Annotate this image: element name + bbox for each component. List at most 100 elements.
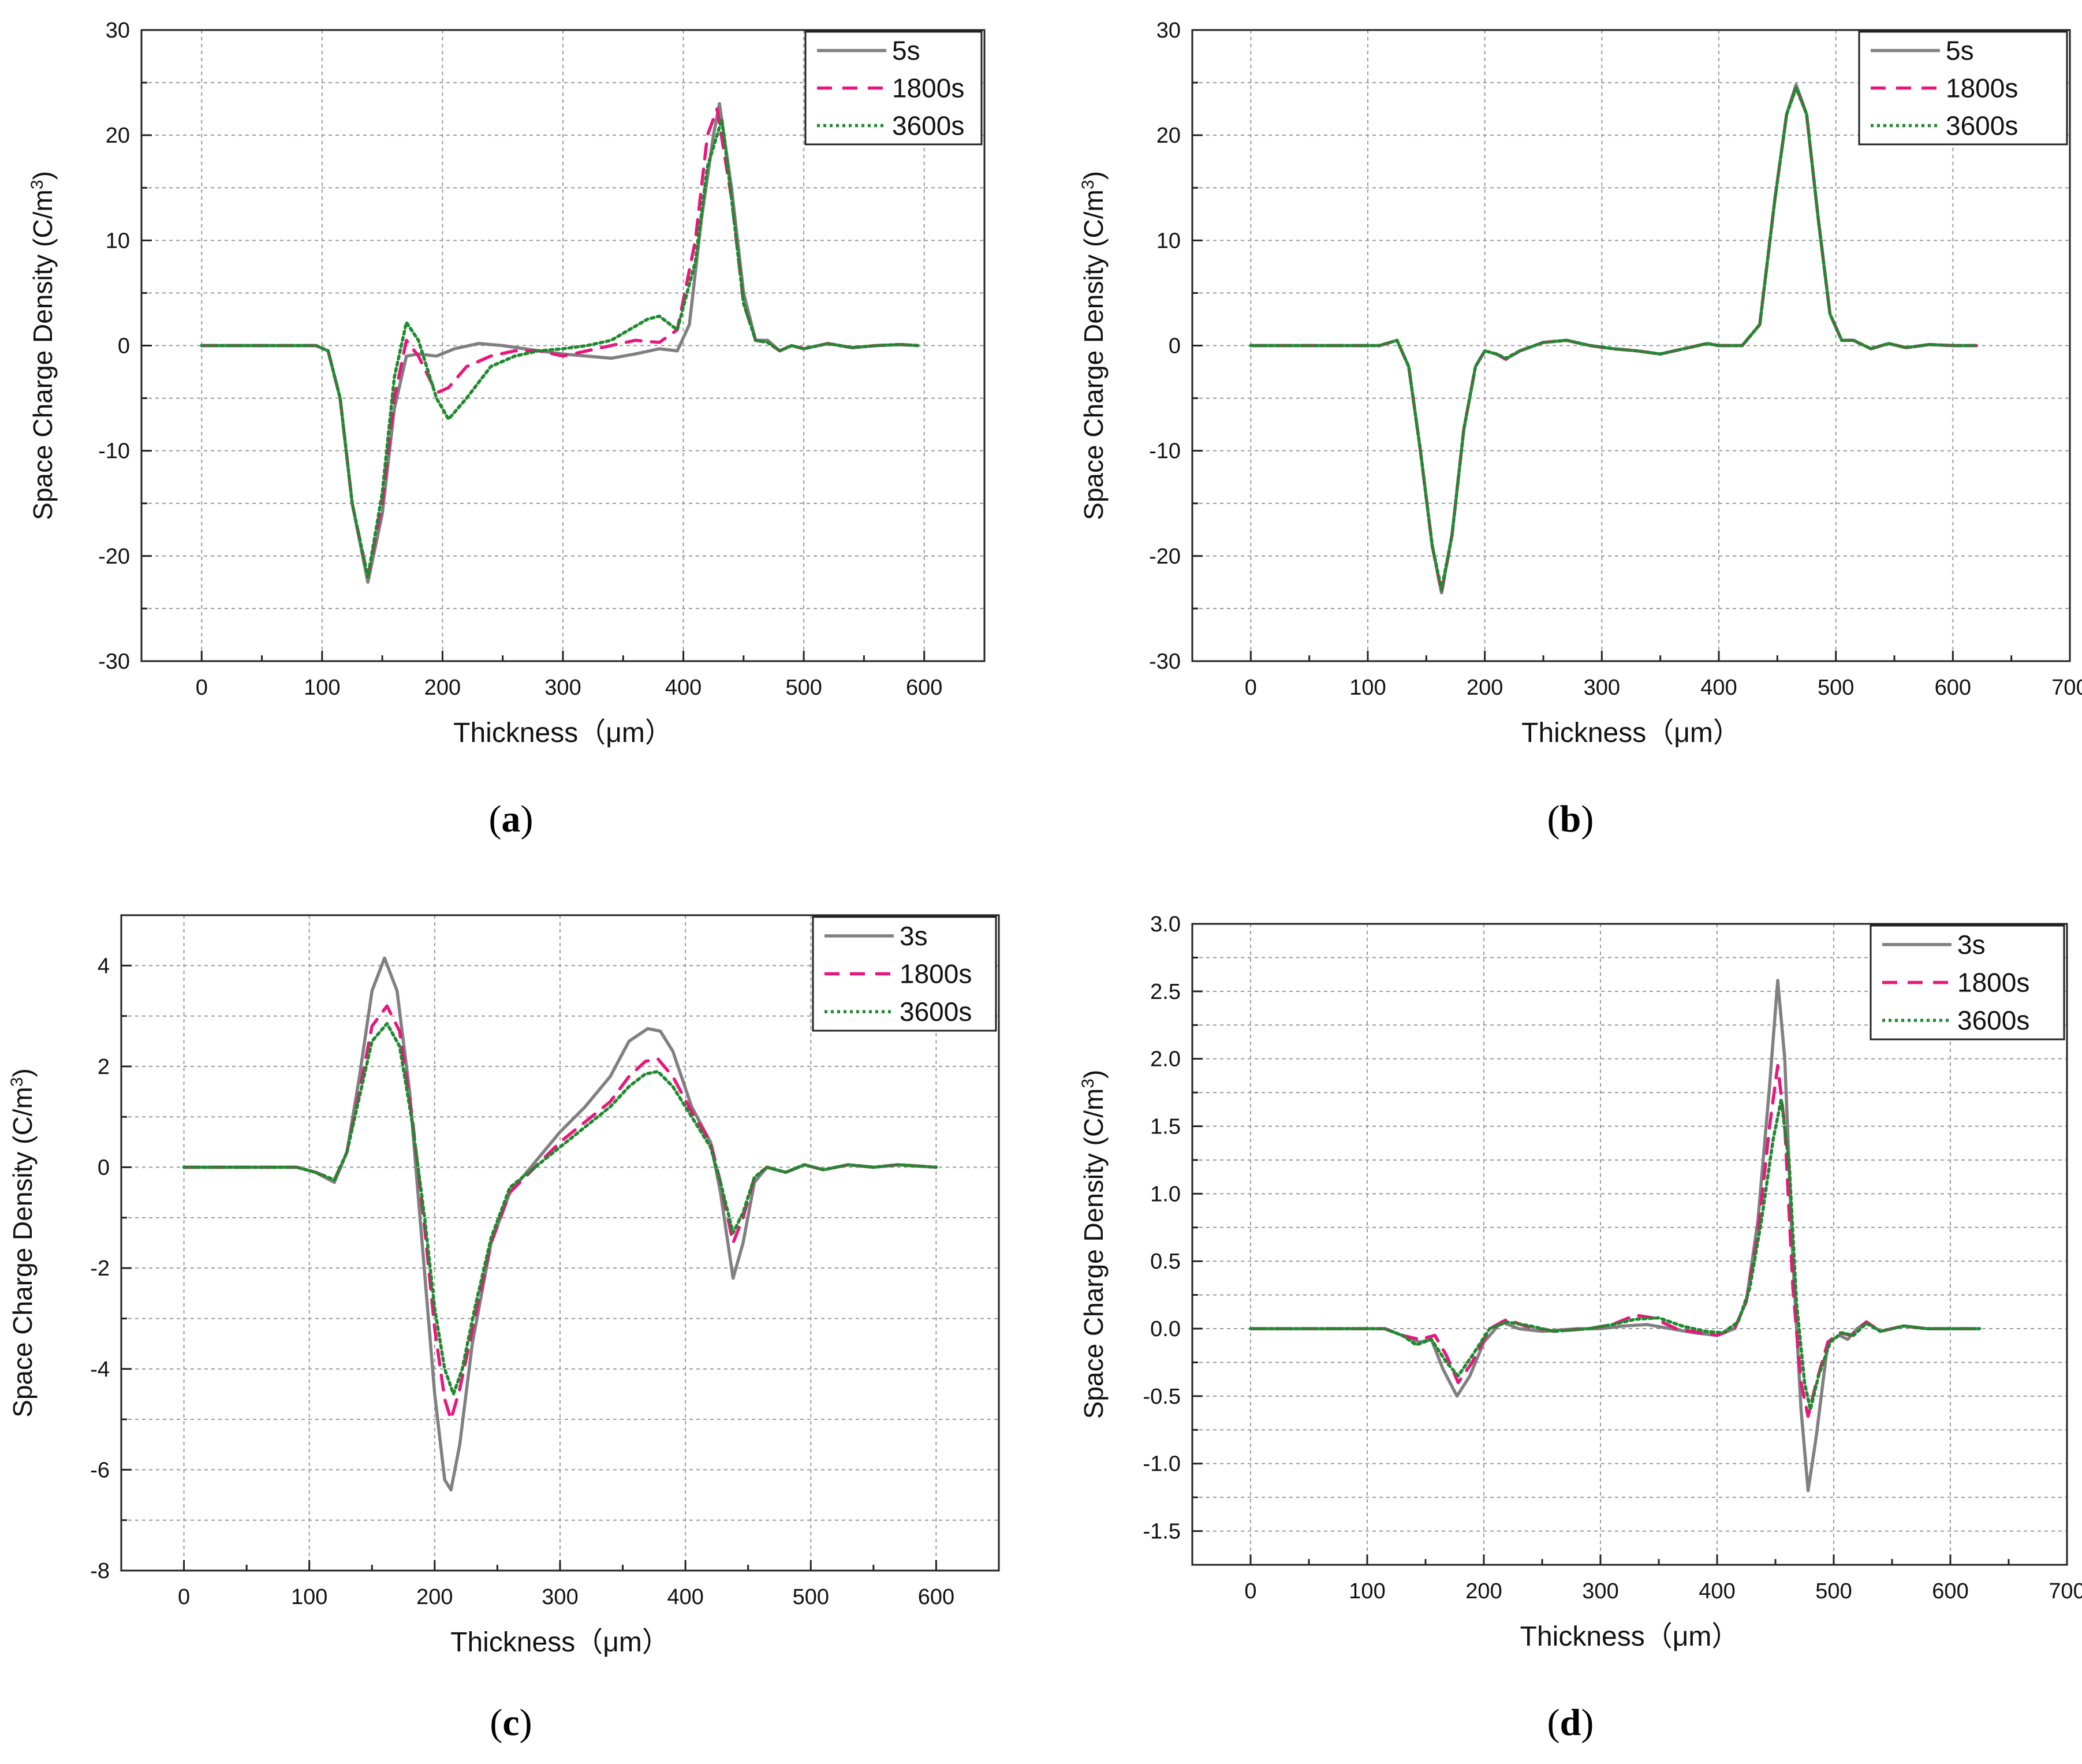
x-tick-label: 400 (1699, 1579, 1735, 1603)
x-tick-label: 500 (785, 676, 822, 700)
y-axis-title-end: ) (8, 1068, 38, 1077)
x-tick-label: 100 (1349, 1579, 1385, 1603)
x-tick-label: 0 (178, 1585, 190, 1609)
x-tick-label: 100 (1349, 676, 1386, 700)
panel-label-close: ) (520, 1702, 532, 1744)
y-tick-label: -20 (1149, 545, 1181, 569)
gridlines (1192, 924, 2067, 1565)
y-tick-label: 1.0 (1150, 1182, 1181, 1206)
chart-panel-c: 0 100 200 300 400 500 600 -8 -6 -4 -2 0 2 4 Thickness（… (8, 914, 1000, 1744)
legend-label-3600s: 3600s (892, 111, 964, 141)
y-tick-label: 1.5 (1150, 1115, 1181, 1139)
panel-label: (c) (490, 1702, 532, 1744)
chart-panel-b: 0 100 200 300 400 500 600 700 -30 -20 -10 0 10 20 30 Th… (1079, 18, 2082, 840)
x-axis-title: Thickness（μm） (1521, 718, 1741, 748)
y-tick-label: -30 (98, 650, 130, 674)
x-tick-label: 200 (1467, 676, 1503, 700)
gridlines (1192, 30, 2070, 661)
series-line-1800s (1249, 85, 1978, 595)
series-line-5s (200, 102, 920, 584)
y-tick-label: 0 (1169, 334, 1181, 359)
x-tick-label: 300 (1584, 676, 1620, 700)
panel-label-letter: d (1560, 1702, 1581, 1744)
panel-label-close: ) (521, 798, 533, 840)
panel-label: (a) (489, 798, 533, 840)
y-axis-title-main: Space Charge Density (C/m (1079, 1088, 1109, 1419)
y-tick-label: -1.0 (1143, 1452, 1181, 1476)
series-line-1800s (1249, 1064, 1982, 1418)
y-tick-label: 0.5 (1150, 1250, 1181, 1274)
y-axis-title-sup: 3 (1079, 1079, 1098, 1088)
y-axis-title-end: ) (1079, 171, 1109, 180)
panel-label-letter: b (1560, 798, 1581, 840)
panel-label: (b) (1547, 798, 1594, 840)
panel-label-close: ) (1581, 798, 1594, 840)
x-tick-label: 0 (1245, 676, 1257, 700)
y-tick-label: -10 (1149, 439, 1181, 464)
x-tick-label: 0 (196, 676, 208, 700)
x-axis-title: Thickness（μm） (453, 718, 673, 748)
y-axis-title-sup: 3 (1079, 180, 1098, 189)
y-tick-label: -20 (98, 545, 130, 569)
y-tick-label: 2 (98, 1055, 110, 1079)
panel-label-open: ( (1547, 798, 1560, 840)
y-tick-label: 30 (106, 18, 130, 43)
panel-label-open: ( (1547, 1702, 1560, 1744)
y-axis-title: Space Charge Density (C/m3) (1079, 171, 1109, 520)
y-tick-label: -8 (90, 1559, 110, 1583)
series-line-3s (1249, 979, 1982, 1493)
x-tick-label: 300 (1582, 1579, 1618, 1603)
legend: 3s 1800s 3600s (812, 916, 997, 1032)
x-tick-label: 600 (918, 1585, 954, 1609)
x-tick-label: 500 (1818, 676, 1854, 700)
x-tick-label: 600 (906, 676, 942, 700)
x-tick-label: 100 (291, 1585, 327, 1609)
legend-label-1800s: 1800s (892, 73, 964, 103)
y-axis-title-sup: 3 (8, 1077, 27, 1087)
panel-label-letter: c (502, 1702, 519, 1744)
legend: 5s 1800s 3600s (1858, 31, 2068, 146)
series-line-3600s (1249, 86, 1978, 591)
y-axis-title-main: Space Charge Density (C/m (1079, 189, 1109, 520)
x-tick-label: 700 (2049, 1579, 2082, 1603)
series-line-3600s (182, 1021, 938, 1396)
y-tick-label: -2 (90, 1256, 110, 1281)
legend-label-1800s: 1800s (900, 959, 972, 989)
y-tick-label: 10 (1156, 229, 1181, 253)
y-axis-title-end: ) (1079, 1070, 1109, 1079)
x-axis-title: Thickness（μm） (450, 1627, 670, 1658)
x-tick-label: 400 (667, 1585, 703, 1609)
y-axis-title: Space Charge Density (C/m3) (28, 171, 58, 520)
panel-label-letter: a (502, 798, 521, 840)
panel-label: (d) (1547, 1702, 1594, 1744)
y-tick-label: -4 (90, 1358, 110, 1382)
y-tick-label: -10 (98, 439, 130, 464)
gridlines (121, 915, 999, 1571)
legend-label-1800s: 1800s (1957, 968, 2029, 998)
series-line-3600s (1249, 1098, 1982, 1412)
x-tick-label: 200 (424, 676, 461, 700)
x-tick-label: 200 (1465, 1579, 1502, 1603)
y-tick-label: 4 (98, 954, 110, 978)
series-line-3600s (200, 118, 920, 579)
y-axis-title: Space Charge Density (C/m3) (1079, 1070, 1109, 1419)
y-tick-label: -6 (90, 1458, 110, 1482)
legend-label-3s: 3s (1957, 930, 1986, 960)
y-tick-label: 2.0 (1150, 1047, 1181, 1072)
plot-frame (1191, 923, 2068, 1566)
y-tick-label: 20 (1156, 124, 1181, 148)
series-line-1800s (200, 107, 920, 579)
y-tick-label: 0 (118, 334, 130, 359)
y-axis-title-main: Space Charge Density (C/m (28, 189, 58, 520)
panel-label-open: ( (489, 798, 502, 840)
y-tick-label: 0 (98, 1156, 110, 1180)
chart-panel-a: 0 100 200 300 400 500 600 -30 -20 -10 0 10 20 30 Thick… (28, 18, 986, 840)
x-tick-label: 500 (1815, 1579, 1852, 1603)
legend-label-3600s: 3600s (900, 997, 972, 1027)
y-axis-title-main: Space Charge Density (C/m (8, 1087, 38, 1418)
legend-label-3s: 3s (900, 921, 928, 951)
y-tick-label: 20 (106, 124, 130, 148)
y-tick-label: 2.5 (1150, 980, 1181, 1004)
y-tick-label: -1.5 (1143, 1520, 1181, 1544)
